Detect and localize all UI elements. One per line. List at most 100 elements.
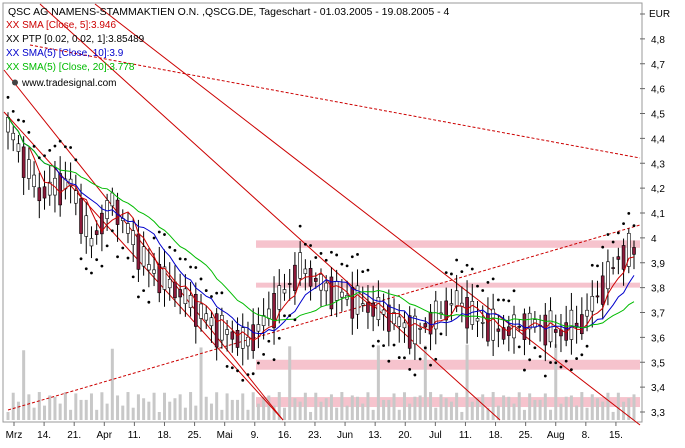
ptp-dot [455,258,459,262]
volume-bar [340,392,344,420]
volume-bar [601,401,605,420]
volume-bar [293,398,297,420]
volume-bar [350,395,354,420]
volume-bar [569,395,573,420]
ptp-dot [376,339,380,343]
ptp-dot [17,118,20,122]
candle-body [527,312,532,330]
candle-body [407,315,412,349]
resistance-zone [256,282,640,288]
candle-body [580,314,584,335]
volume-bar [595,398,599,420]
volume-bar [116,395,120,420]
volume-bar [309,411,313,420]
chart-header: QSC AG NAMENS-STAMMAKTIEN O.N. ,QSCG.DE,… [8,6,670,20]
ptp-dot [137,295,140,299]
candle-body [272,293,276,329]
candle-body [11,132,16,141]
x-tick-label: 14. [37,430,51,441]
volume-bar [361,403,365,420]
ptp-dot [601,245,605,249]
candle-body [131,230,135,245]
candle-body [152,269,156,274]
volume-bar [507,396,511,420]
ptp-dot [262,353,266,356]
volume-bar [16,401,20,420]
candle-body [47,181,52,196]
x-tick-label: Jun [337,430,353,441]
volume-bar [481,394,485,420]
x-tick-label: 11. [459,430,472,441]
volume-bar [236,399,240,420]
x-axis: Mrz 14. 21. Apr 11. 18. 25. Mai 9. 16. 23. Jun 13. 20… [6,422,623,441]
candle-body [376,297,381,321]
candle-body [277,285,282,310]
legend-sma20: XX SMA(5) [Close, 20]:3.778 [6,62,135,73]
ptp-dot [408,367,412,371]
volume-bar [397,409,401,420]
ptp-dot [470,267,474,271]
candle-body [32,174,36,187]
candle-body [501,327,506,340]
volume-bar [522,409,526,420]
volume-bar [303,392,307,420]
volume-bar [84,399,88,420]
candle-body [313,278,318,282]
candle-body [449,303,454,306]
candle-body [517,325,522,328]
candle-body [84,215,89,237]
volume-bar [460,411,464,420]
volume-bar [517,392,521,420]
candle-body [465,297,469,329]
ptp-dot [403,356,406,360]
candle-body [136,233,141,270]
volume-bar [74,393,78,420]
ptp-dot [225,365,229,368]
resistance-zone [256,397,640,408]
volume-bar [382,399,386,420]
candle-body [235,329,240,348]
volume-bar [6,412,10,420]
channel-line [39,3,501,421]
volume-bar [69,409,73,420]
ptp-dot [126,256,130,260]
candle-body [110,192,115,207]
volume-bar [147,401,151,420]
ptp-dot [157,230,161,234]
volume-bar [126,392,130,420]
ptp-dot [32,144,36,148]
candle-body [381,309,386,315]
volume-bar [434,407,438,420]
candle-body [225,329,229,335]
ptp-dot [611,240,615,244]
volume-bar [335,407,339,420]
ptp-dot [590,263,594,267]
volume-bar [324,398,328,420]
ptp-dot [491,277,495,281]
volume-bar [622,401,626,420]
y-tick-label: 3,9 [651,259,665,270]
volume-bar [267,395,271,420]
volume-bar [225,393,229,420]
volume-bar [329,394,333,420]
x-tick-label: 13. [368,430,382,441]
candle-body [58,173,62,206]
candle-body [548,310,553,343]
volume-bar [616,392,620,420]
ptp-dot [246,373,250,377]
candle-body [366,302,370,313]
ptp-dot [230,366,234,370]
ptp-dot [27,130,31,134]
volume-bar [496,405,500,420]
long-trendline [29,44,641,159]
candle-body [282,289,287,294]
volume-bar [178,394,182,420]
ptp-dot [596,264,599,268]
y-tick-label: 3,6 [651,333,665,344]
ptp-dot [371,344,375,348]
ptp-dot [423,346,427,350]
ptp-dot [345,264,349,268]
ptp-dot [350,255,354,259]
candle-body [74,190,78,204]
candle-body [632,247,636,255]
